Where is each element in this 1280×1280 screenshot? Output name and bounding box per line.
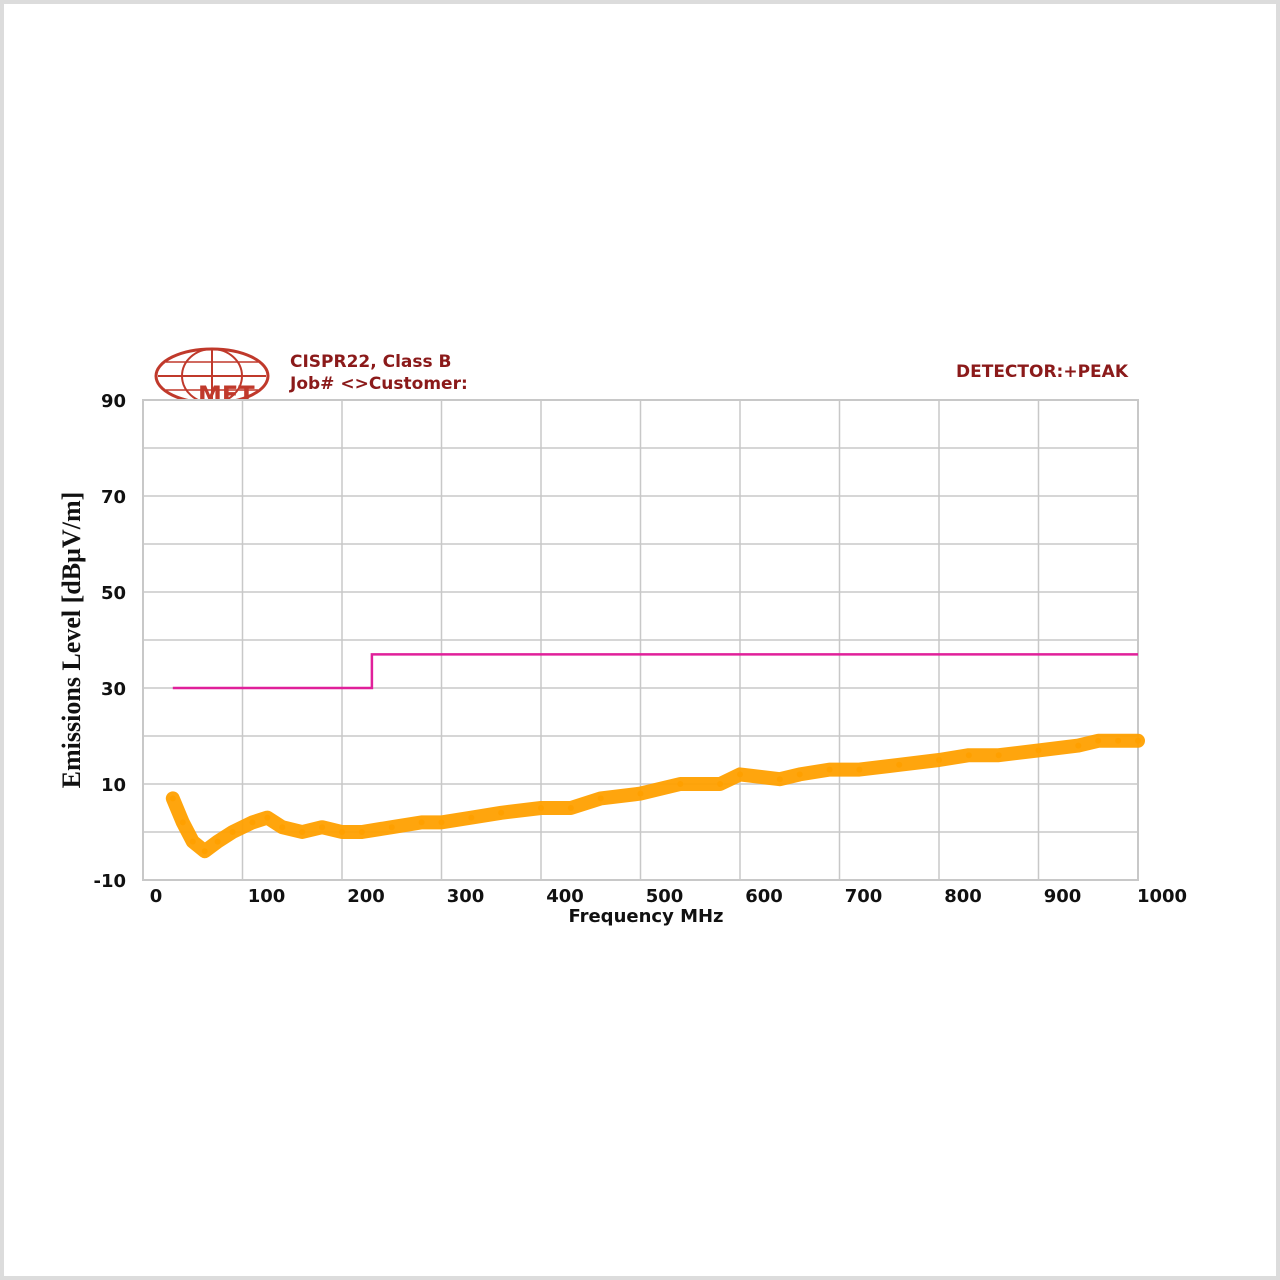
emission-point [229, 829, 236, 835]
emission-point [796, 771, 803, 778]
y-tick-label: 70 [101, 487, 126, 508]
emission-point [279, 824, 286, 831]
job-customer-line: Job# <>Customer: [289, 374, 468, 394]
emission-point [418, 819, 425, 826]
x-tick-label: 400 [546, 886, 584, 907]
emission-point [995, 752, 1002, 759]
emission-point [179, 819, 186, 826]
x-tick-label: 500 [646, 886, 684, 907]
emission-point [856, 766, 863, 773]
emission-point [388, 824, 395, 831]
emission-point [1095, 737, 1102, 744]
emission-point [498, 809, 505, 816]
emission-point [249, 819, 256, 826]
x-tick-label: 900 [1044, 886, 1082, 907]
emission-point [1115, 737, 1122, 744]
emission-point [189, 838, 196, 845]
emission-point [677, 781, 684, 787]
x-tick-label: 1000 [1137, 886, 1187, 907]
emission-point [826, 766, 833, 773]
x-axis-ticks: 0 100 200 300 400 500 600 700 800 900 1000 [150, 886, 1187, 907]
emission-point [201, 848, 208, 855]
x-tick-label: 300 [447, 886, 485, 907]
y-tick-label: 30 [101, 679, 126, 700]
emission-point [169, 795, 176, 802]
y-tick-label: 50 [101, 583, 126, 604]
x-axis-label: Frequency MHz [568, 906, 723, 927]
detector-label: DETECTOR:+PEAK [956, 362, 1129, 382]
emission-point [299, 829, 306, 835]
emission-point [1035, 747, 1042, 754]
chart-grid [142, 399, 1139, 881]
emission-point [1075, 742, 1082, 749]
emission-point [214, 838, 221, 845]
emission-point [339, 829, 345, 835]
emission-point [637, 790, 644, 797]
emission-point [468, 814, 475, 821]
emission-point [965, 752, 972, 759]
emission-point [1135, 737, 1141, 744]
emission-point [936, 757, 942, 763]
x-tick-label: 600 [745, 886, 783, 907]
emission-point [319, 824, 326, 831]
emission-point [597, 795, 604, 802]
x-tick-label: 800 [944, 886, 982, 907]
x-tick-label: 700 [845, 886, 883, 907]
emission-point [358, 829, 365, 835]
x-tick-label: 200 [347, 886, 385, 907]
y-axis-label: Emissions Level [dBµV/m] [57, 492, 86, 789]
limit-line [172, 653, 1138, 690]
emission-point [567, 805, 574, 811]
emission-point [776, 776, 783, 783]
y-tick-label: -10 [93, 871, 126, 892]
x-tick-label: 100 [248, 886, 286, 907]
y-axis-ticks: -10 10 30 50 70 90 [93, 391, 126, 892]
y-tick-label: 10 [101, 775, 126, 796]
chart-series [165, 653, 1145, 859]
emission-point [264, 814, 271, 821]
emission-point [438, 819, 445, 826]
chart-standard-title: CISPR22, Class B [290, 352, 452, 372]
emission-point [737, 771, 743, 778]
y-tick-label: 90 [101, 391, 126, 412]
x-tick-label: 0 [150, 886, 163, 907]
emission-point [538, 805, 544, 811]
emission-point [717, 781, 724, 787]
emission-point [896, 761, 903, 768]
